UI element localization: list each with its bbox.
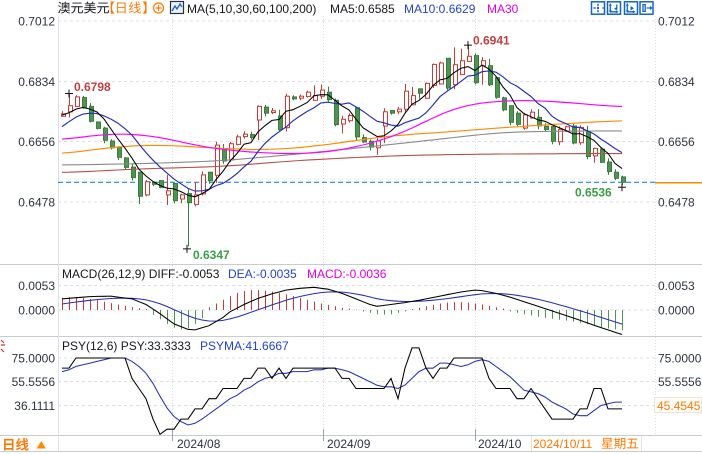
svg-text:0.7012: 0.7012 xyxy=(18,15,55,29)
svg-text:0.6656: 0.6656 xyxy=(658,135,695,149)
svg-text:0.0000: 0.0000 xyxy=(658,304,695,318)
svg-text:2024/08: 2024/08 xyxy=(177,437,221,451)
svg-text:MA5:0.6585: MA5:0.6585 xyxy=(330,2,395,16)
svg-text:0.6656: 0.6656 xyxy=(18,135,55,149)
svg-text:45.4545: 45.4545 xyxy=(657,399,701,413)
svg-text:75.0000: 75.0000 xyxy=(12,352,56,366)
svg-text:2024/09: 2024/09 xyxy=(327,437,371,451)
svg-text:55.5556: 55.5556 xyxy=(12,375,56,389)
svg-text:MA10:0.6629: MA10:0.6629 xyxy=(404,2,476,16)
svg-text:55.5556: 55.5556 xyxy=(658,375,702,389)
svg-text:0.0053: 0.0053 xyxy=(658,279,695,293)
svg-text:MA(5,10,30,60,100,200): MA(5,10,30,60,100,200) xyxy=(187,2,316,16)
svg-text:0.6536: 0.6536 xyxy=(575,186,612,200)
svg-text:MACD(26,12,9) DIFF:-0.0053: MACD(26,12,9) DIFF:-0.0053 xyxy=(62,267,220,281)
svg-text:PSYMA:41.6667: PSYMA:41.6667 xyxy=(200,339,289,353)
svg-text:0.6478: 0.6478 xyxy=(18,196,55,210)
svg-text:0.0000: 0.0000 xyxy=(18,304,55,318)
svg-text:MA30: MA30 xyxy=(487,2,519,16)
svg-text:MACD:-0.0036: MACD:-0.0036 xyxy=(307,267,387,281)
svg-text:0.7012: 0.7012 xyxy=(658,15,695,29)
svg-text:0.6347: 0.6347 xyxy=(193,248,230,262)
svg-text:0.6478: 0.6478 xyxy=(658,196,695,210)
svg-text:0.6798: 0.6798 xyxy=(74,80,111,94)
svg-text:2024/10: 2024/10 xyxy=(478,437,522,451)
svg-text:DEA:-0.0035: DEA:-0.0035 xyxy=(228,267,297,281)
svg-text:75.0000: 75.0000 xyxy=(658,352,702,366)
svg-text:PSY(12,6) PSY:33.3333: PSY(12,6) PSY:33.3333 xyxy=(62,339,191,353)
svg-text:36.1111: 36.1111 xyxy=(14,399,55,413)
svg-text:0.0053: 0.0053 xyxy=(18,279,55,293)
svg-text:0.6834: 0.6834 xyxy=(18,75,55,89)
svg-text:0.6941: 0.6941 xyxy=(473,34,510,48)
svg-text:2024/10/11: 2024/10/11 xyxy=(533,437,592,451)
svg-text:0.6834: 0.6834 xyxy=(658,75,695,89)
